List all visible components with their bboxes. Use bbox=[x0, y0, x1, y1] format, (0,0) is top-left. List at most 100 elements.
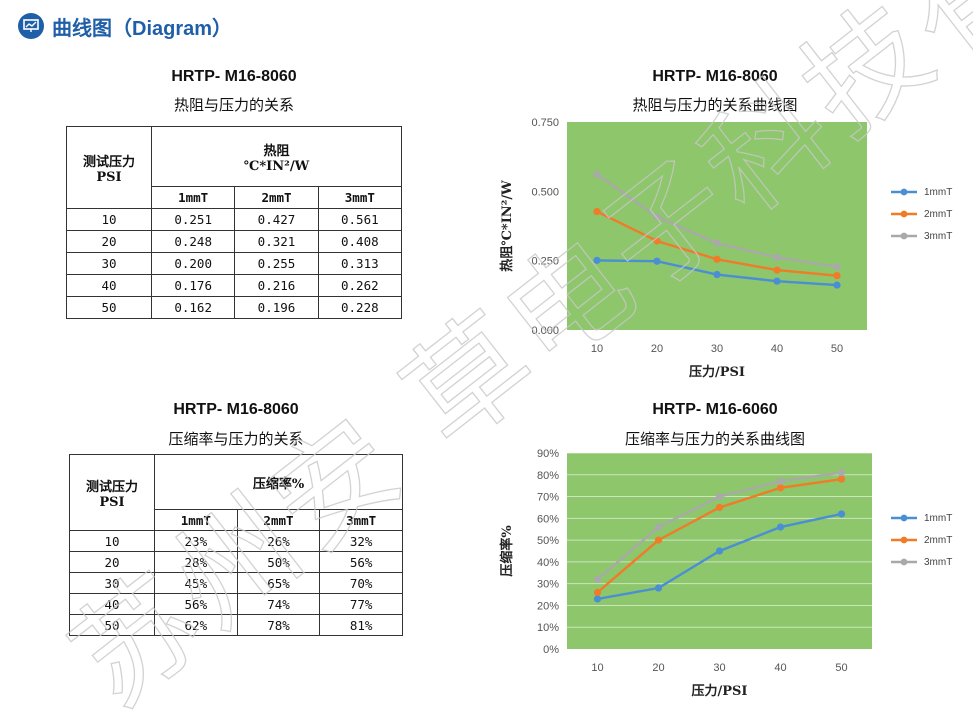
table2-header-pressure-line2: PSI bbox=[99, 494, 125, 510]
table1-subtitle: 热阻与压力的关系 bbox=[173, 96, 294, 114]
value-cell: 0.561 bbox=[317, 208, 403, 231]
value-cell: 28% bbox=[154, 551, 238, 573]
x-tick-label: 10 bbox=[591, 343, 603, 355]
x-tick-label: 20 bbox=[651, 343, 663, 355]
table1-header-group: 热阻 ℃*IN²/W bbox=[151, 126, 402, 187]
data-point-1mmT bbox=[837, 510, 846, 518]
y-tick-label: 10% bbox=[537, 622, 559, 634]
table2-title: HRTP- M16-8060 bbox=[173, 401, 299, 418]
data-point-1mmT bbox=[653, 257, 661, 265]
data-point-3mmT bbox=[653, 213, 661, 221]
data-point-3mmT bbox=[776, 477, 785, 485]
data-point-2mmT bbox=[833, 272, 841, 280]
pressure-cell: 20 bbox=[69, 551, 155, 573]
table1-header-pressure-line1: 测试压力 bbox=[82, 154, 135, 170]
table-row: 50 0.162 0.196 0.228 bbox=[66, 296, 403, 319]
data-point-3mmT bbox=[593, 575, 602, 583]
value-cell: 74% bbox=[236, 593, 321, 615]
legend-swatch bbox=[891, 188, 917, 196]
table2-col-2mmT: 2mmT bbox=[236, 509, 321, 531]
table1-col-2mmT: 2mmT bbox=[234, 186, 319, 209]
data-point-3mmT bbox=[593, 170, 601, 179]
value-cell: 65% bbox=[236, 572, 321, 594]
pressure-cell: 50 bbox=[69, 614, 155, 636]
pressure-cell: 30 bbox=[69, 572, 155, 594]
table2-col-1mmT: 1mmT bbox=[154, 509, 238, 531]
chart2-legend: 1mmT 2mmT 3mmT bbox=[890, 507, 952, 573]
y-axis-label: 压缩率% bbox=[499, 525, 515, 577]
value-cell: 0.408 bbox=[317, 230, 403, 253]
y-tick-label: 40% bbox=[537, 557, 559, 569]
table1-header-group-line1: 热阻 bbox=[263, 143, 290, 159]
pressure-cell: 40 bbox=[69, 593, 155, 615]
table2-header-pressure: 测试压力 PSI bbox=[69, 454, 155, 531]
data-point-2mmT bbox=[773, 266, 781, 274]
x-tick-label: 30 bbox=[711, 343, 723, 355]
value-cell: 0.427 bbox=[234, 208, 319, 231]
y-tick-label: 0.750 bbox=[531, 117, 559, 129]
value-cell: 78% bbox=[236, 614, 321, 636]
table1-col-3mmT: 3mmT bbox=[317, 186, 403, 209]
x-axis-label: 压力/PSI bbox=[689, 364, 745, 380]
table1-header-pressure-line2: PSI bbox=[96, 169, 122, 185]
data-point-2mmT bbox=[593, 207, 601, 216]
y-tick-label: 70% bbox=[537, 492, 559, 504]
table1-col-1mmT: 1mmT bbox=[150, 186, 236, 209]
y-tick-label: 0.250 bbox=[531, 256, 559, 268]
value-cell: 0.228 bbox=[317, 296, 403, 319]
legend-item: 3mmT bbox=[890, 551, 952, 573]
data-point-1mmT bbox=[773, 277, 781, 285]
pressure-cell: 30 bbox=[66, 252, 152, 275]
value-cell: 45% bbox=[154, 572, 238, 594]
data-point-3mmT bbox=[715, 492, 724, 501]
legend-swatch bbox=[891, 232, 917, 240]
table-row: 10 0.251 0.427 0.561 bbox=[66, 208, 403, 231]
page-title: 曲线图（Diagram） bbox=[52, 17, 233, 40]
value-cell: 0.248 bbox=[150, 230, 236, 253]
legend-item: 2mmT bbox=[890, 529, 952, 551]
value-cell: 0.196 bbox=[234, 296, 319, 319]
value-cell: 0.321 bbox=[234, 230, 319, 253]
value-cell: 70% bbox=[319, 572, 403, 594]
data-point-3mmT bbox=[833, 263, 841, 271]
thermal-resistance-chart: 0.000 0.250 0.500 0.750 10 20 30 40 50 压力/PSI 热阻℃*… bbox=[499, 117, 867, 380]
data-point-1mmT bbox=[654, 584, 663, 592]
value-cell: 77% bbox=[319, 593, 403, 615]
y-tick-label: 20% bbox=[537, 600, 559, 612]
legend-label: 2mmT bbox=[924, 208, 953, 220]
pressure-cell: 40 bbox=[66, 274, 152, 297]
legend-swatch bbox=[891, 536, 917, 544]
x-tick-label: 10 bbox=[591, 662, 603, 674]
plot-area bbox=[567, 122, 867, 330]
x-tick-label: 50 bbox=[831, 343, 843, 355]
y-tick-label: 80% bbox=[537, 470, 559, 482]
legend-swatch bbox=[891, 558, 917, 566]
data-point-1mmT bbox=[593, 256, 601, 264]
y-tick-label: 30% bbox=[537, 579, 559, 591]
legend-label: 3mmT bbox=[924, 230, 953, 242]
data-point-2mmT bbox=[654, 536, 663, 544]
value-cell: 0.262 bbox=[317, 274, 403, 297]
compression-rate-chart: 0% 10% 20% 30% 40% 50% 60% 70% 80% 90% 10 20 30 40 50 压… bbox=[499, 448, 872, 699]
data-point-2mmT bbox=[713, 255, 721, 263]
legend-item: 1mmT bbox=[890, 507, 952, 529]
chart2-subtitle: 压缩率与压力的关系曲线图 bbox=[624, 430, 805, 448]
table-row: 30 0.200 0.255 0.313 bbox=[66, 252, 403, 275]
data-point-3mmT bbox=[713, 239, 721, 247]
value-cell: 0.200 bbox=[150, 252, 236, 275]
table-row: 10 23% 26% 32% bbox=[69, 530, 403, 552]
data-point-1mmT bbox=[776, 523, 785, 531]
value-cell: 0.255 bbox=[234, 252, 319, 275]
table1-header-pressure: 测试压力 PSI bbox=[66, 126, 152, 209]
data-point-2mmT bbox=[837, 475, 846, 483]
pressure-cell: 50 bbox=[66, 296, 152, 319]
y-tick-label: 0.000 bbox=[531, 325, 559, 337]
legend-label: 1mmT bbox=[924, 186, 953, 198]
legend-swatch bbox=[891, 210, 917, 218]
value-cell: 81% bbox=[319, 614, 403, 636]
value-cell: 56% bbox=[319, 551, 403, 573]
y-tick-label: 0% bbox=[543, 644, 559, 656]
table1-header-group-line2: ℃*IN²/W bbox=[243, 158, 310, 174]
table2-header-pressure-line1: 测试压力 bbox=[85, 479, 138, 495]
x-tick-label: 20 bbox=[652, 662, 664, 674]
